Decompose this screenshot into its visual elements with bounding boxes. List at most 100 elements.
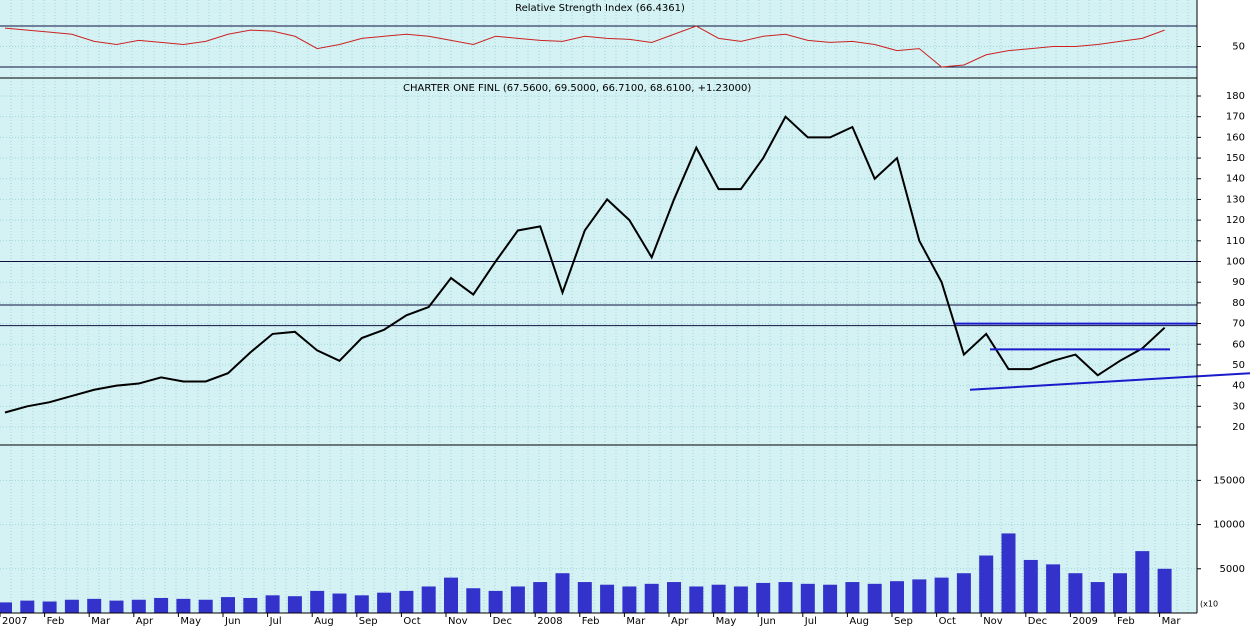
volume-bar [577, 582, 592, 613]
x-tick-label: Oct [939, 616, 956, 627]
y-tick-label: 50 [1232, 42, 1245, 53]
x-tick-label: 2008 [537, 616, 562, 627]
volume-bar [221, 597, 235, 613]
x-tick-label: Oct [403, 616, 420, 627]
y-tick-label: 20 [1232, 422, 1245, 433]
volume-bar [1068, 573, 1083, 613]
volume-bar [109, 600, 124, 613]
panel-title: CHARTER ONE FINL (67.5600, 69.5000, 66.7… [403, 83, 751, 94]
volume-bar [600, 584, 615, 613]
volume-bar [243, 597, 258, 613]
y-tick-label: 50 [1232, 360, 1245, 371]
volume-bar [912, 579, 927, 613]
volume-bar [64, 599, 79, 613]
volume-bar [332, 593, 347, 613]
y-tick-label: 170 [1226, 112, 1245, 123]
volume-bar [555, 573, 570, 613]
volume-bar [756, 582, 771, 613]
x-tick-label: Feb [1117, 616, 1135, 627]
y-tick-label: 90 [1232, 277, 1245, 288]
volume-bar [421, 586, 436, 613]
volume-bar [1001, 533, 1016, 613]
panel-title: Relative Strength Index (66.4361) [515, 3, 685, 14]
x-tick-label: 2007 [2, 616, 27, 627]
y-tick-label: 40 [1232, 381, 1245, 392]
y-tick-label: 30 [1232, 401, 1245, 412]
volume-bar [510, 586, 525, 613]
y-tick-label: 150 [1226, 153, 1245, 164]
price-line [4, 25, 1165, 68]
volume-bar [310, 590, 325, 613]
volume-bar [800, 583, 815, 613]
volume-bar [0, 602, 12, 613]
x-tick-label: Apr [136, 616, 154, 627]
x-tick-label: Sep [894, 616, 913, 627]
volume-bar [20, 600, 35, 613]
x-tick-label: May [716, 616, 737, 627]
volume-bar [711, 584, 726, 613]
volume-bar [1113, 573, 1127, 613]
y-tick-label: 120 [1226, 215, 1245, 226]
y-tick-label: 130 [1226, 194, 1245, 205]
volume-bar [644, 583, 659, 613]
volume-bar [87, 598, 102, 613]
volume-bar [1157, 568, 1172, 613]
trend-line [969, 372, 1250, 391]
x-tick-label: Jul [804, 616, 817, 627]
y-tick-label: 10000 [1213, 520, 1245, 531]
volume-bar [399, 590, 414, 613]
volume-bar [265, 595, 280, 613]
volume-bar [689, 586, 704, 613]
x-tick-label: May [180, 616, 201, 627]
x-tick-label: Apr [671, 616, 689, 627]
volume-bar [198, 599, 213, 613]
x-tick-label: Nov [983, 616, 1003, 627]
x-tick-label: Jul [269, 616, 282, 627]
volume-bar [1090, 582, 1105, 613]
x-tick-label: Feb [582, 616, 600, 627]
volume-bar [823, 584, 838, 613]
volume-bar [1046, 564, 1061, 613]
x-tick-label: Sep [359, 616, 378, 627]
y-tick-label: 140 [1226, 174, 1245, 185]
y-tick-label: 60 [1232, 339, 1245, 350]
volume-bar [176, 598, 191, 613]
volume-bar [42, 601, 57, 613]
y-tick-label: 5000 [1220, 564, 1245, 575]
volume-bar [533, 582, 548, 613]
x-tick-label: Jun [224, 616, 241, 627]
y-tick-label: 100 [1226, 257, 1245, 268]
volume-bar [1023, 559, 1038, 613]
x-tick-label: 2009 [1072, 616, 1097, 627]
volume-bar [622, 586, 637, 613]
x-tick-label: Jun [759, 616, 776, 627]
volume-bar [466, 588, 481, 613]
y-tick-label: 110 [1226, 236, 1245, 247]
y-tick-label: 15000 [1213, 475, 1245, 486]
x-tick-label: Mar [1162, 616, 1182, 627]
x-tick-label: Aug [849, 616, 869, 627]
volume-bar [667, 582, 681, 613]
volume-bar [733, 586, 748, 613]
x-tick-label: Mar [626, 616, 646, 627]
y-tick-label: 80 [1232, 298, 1245, 309]
volume-bar [444, 577, 458, 613]
volume-bar [778, 582, 793, 613]
volume-bar [287, 596, 302, 613]
x-tick-label: Aug [314, 616, 334, 627]
volume-bar [867, 583, 882, 613]
x-tick-label: Feb [47, 616, 65, 627]
volume-bar [845, 582, 860, 613]
volume-bar [890, 581, 904, 613]
volume-bar [979, 555, 994, 613]
price-line [4, 115, 1166, 414]
x-tick-label: Nov [448, 616, 468, 627]
y-tick-label: 180 [1226, 91, 1245, 102]
plot-background [0, 0, 1197, 613]
y-tick-label: 70 [1232, 319, 1245, 330]
unit-label: (x10 [1200, 600, 1218, 609]
x-tick-label: Dec [493, 616, 512, 627]
volume-bar [934, 577, 949, 613]
